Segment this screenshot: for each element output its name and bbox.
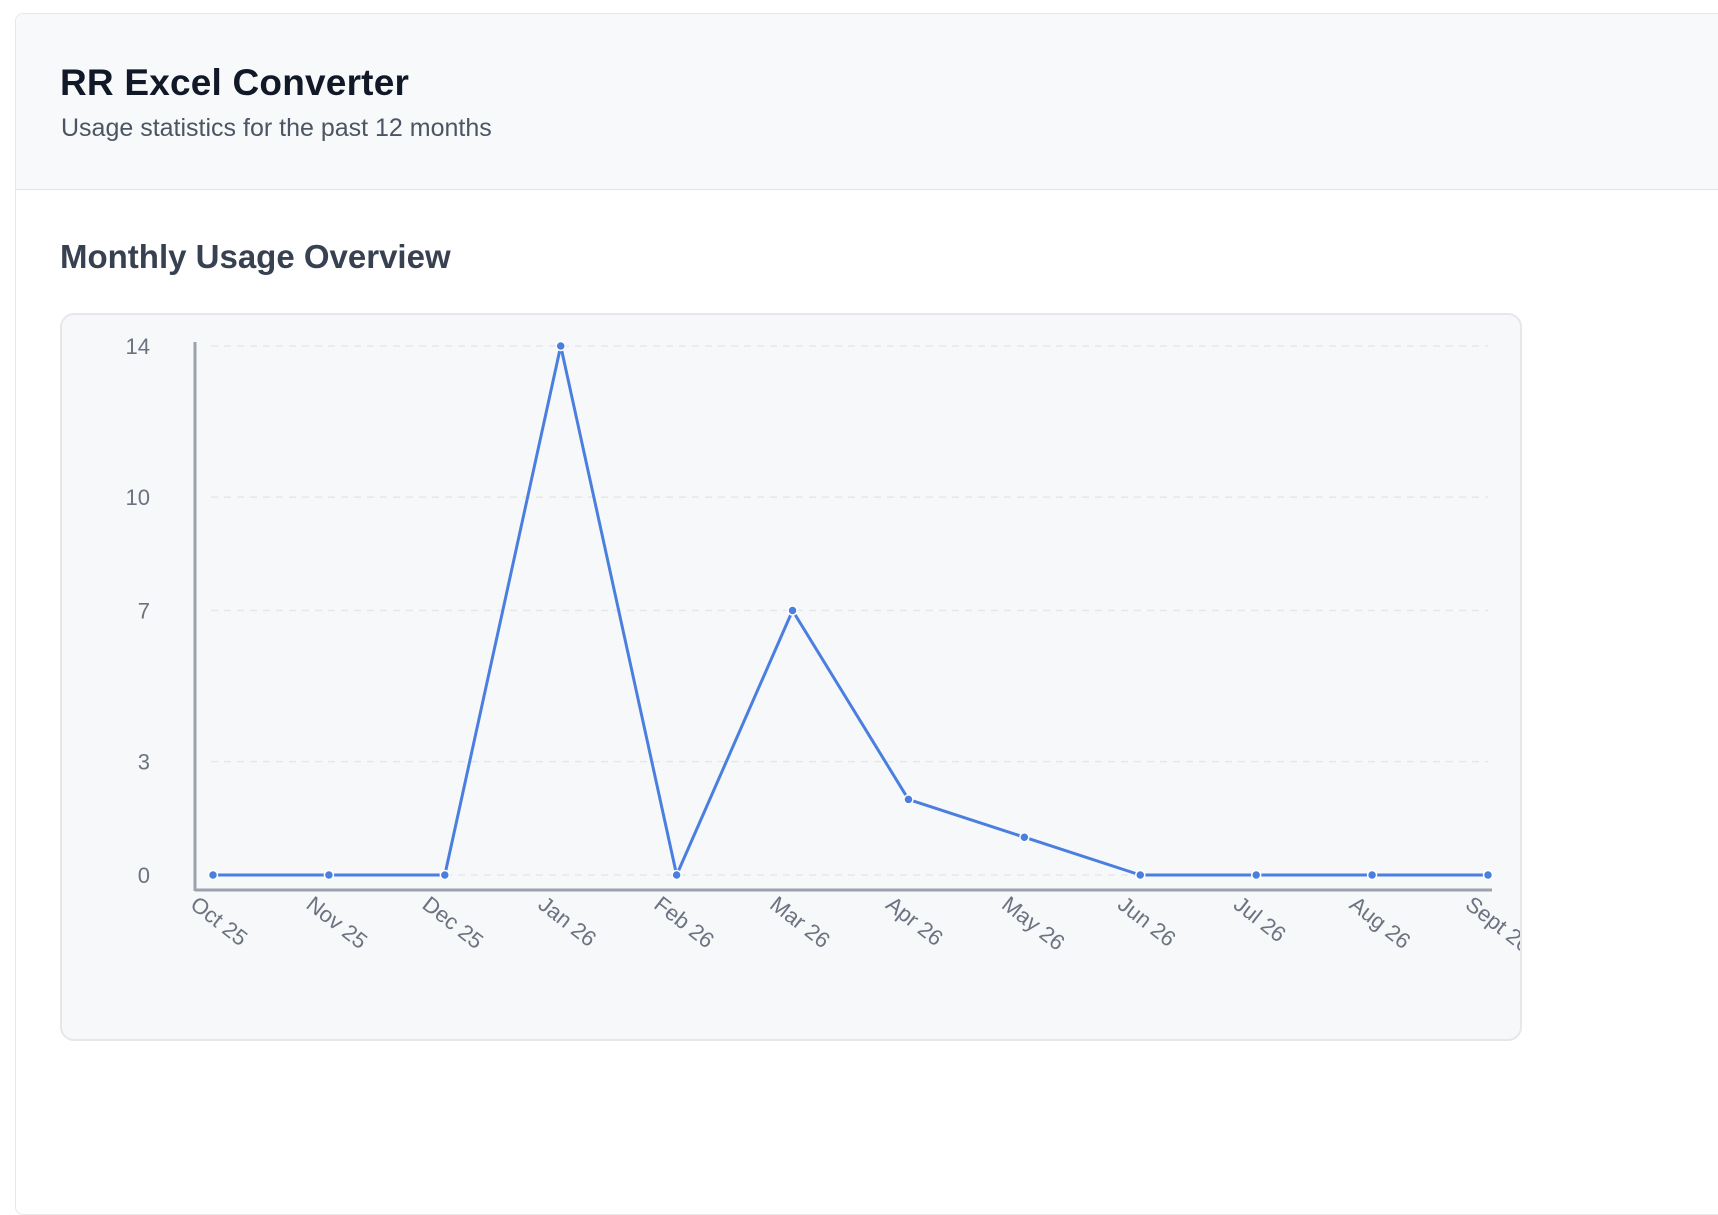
data-point (671, 869, 682, 881)
data-point (903, 794, 914, 805)
usage-card: RR Excel Converter Usage statistics for … (15, 13, 1718, 1215)
x-tick-label: May 26 (997, 891, 1069, 955)
y-tick-label: 7 (138, 599, 150, 624)
x-tick-label: Jul 26 (1229, 891, 1291, 947)
chart-panel: 0 3 7 10 14 Oct 25 Nov 25 Dec 25 Jan 26 Feb 26 Mar… (60, 313, 1522, 1041)
y-tick-label: 3 (138, 750, 150, 775)
x-tick-label: Jun 26 (1113, 891, 1180, 951)
app-subtitle: Usage statistics for the past 12 months (61, 114, 492, 142)
y-tick-label: 10 (126, 485, 150, 510)
y-tick-label: 14 (126, 334, 150, 359)
x-tick-label: Dec 25 (418, 891, 488, 954)
x-tick-label: Mar 26 (765, 891, 834, 953)
data-point (1250, 869, 1262, 881)
usage-line-chart: 0 3 7 10 14 Oct 25 Nov 25 Dec 25 Jan 26 Feb 26 Mar… (126, 334, 1520, 958)
card-header: RR Excel Converter Usage statistics for … (16, 14, 1718, 190)
data-point (555, 340, 566, 352)
data-point (439, 869, 451, 881)
x-tick-label: Sept 26 (1461, 891, 1520, 957)
data-point (787, 605, 798, 616)
x-tick-label: Jan 26 (534, 891, 601, 951)
x-tick-label: Feb 26 (650, 891, 719, 953)
x-tick-label: Apr 26 (881, 891, 947, 951)
data-point (323, 869, 335, 881)
series-line (213, 344, 1488, 877)
data-point (1135, 869, 1146, 881)
x-tick-label: Oct 25 (186, 891, 252, 951)
app-title: RR Excel Converter (60, 62, 410, 103)
y-tick-label: 0 (138, 863, 150, 888)
x-tick-label: Nov 25 (302, 891, 372, 954)
data-point (1366, 869, 1378, 881)
data-point (1019, 831, 1030, 843)
data-point (207, 869, 219, 881)
section-title: Monthly Usage Overview (60, 238, 451, 275)
x-tick-label: Aug 26 (1345, 891, 1415, 954)
data-point (1482, 869, 1494, 881)
